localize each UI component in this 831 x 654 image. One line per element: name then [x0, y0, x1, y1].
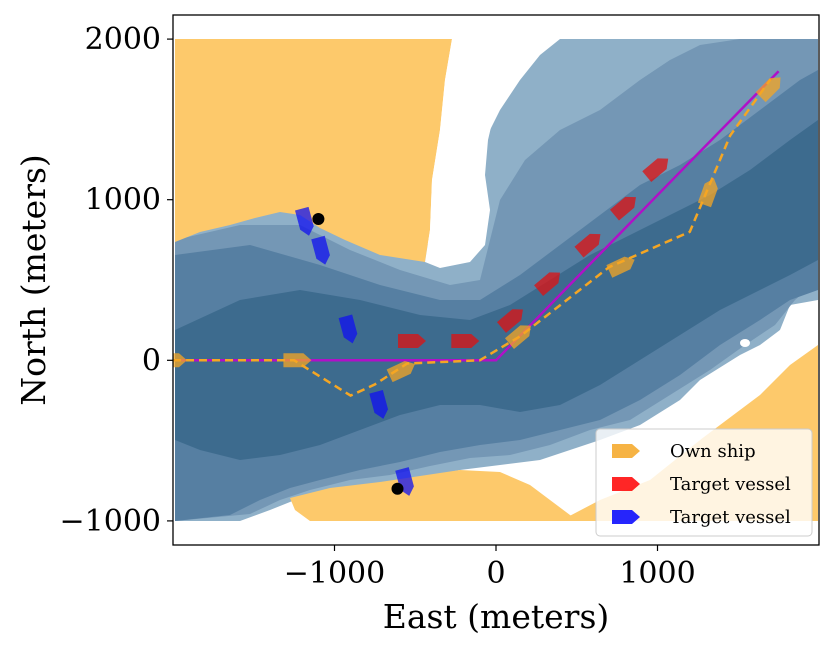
land-white-north [425, 39, 528, 268]
x-axis-label: East (meters) [383, 597, 610, 636]
blue-target-marker-4-shape [395, 467, 414, 496]
legend-entry-0: Own ship [612, 441, 756, 462]
y-tick-label-3: 2000 [85, 22, 161, 57]
own-ship-marker-4-shape [606, 256, 635, 278]
red-target-marker-2-shape [574, 233, 601, 258]
start-point-0 [312, 213, 325, 225]
own-ship-marker-5 [697, 178, 718, 208]
legend-marker-0 [612, 444, 640, 458]
own-ship-marker-1 [283, 353, 312, 368]
land-southwest [290, 470, 580, 521]
axis-ticks: −1000 0 1000 −1000 0 1000 2000 [60, 22, 696, 591]
blue-target-marker-4 [395, 467, 414, 496]
legend-box [595, 428, 813, 537]
red-target-marker-4 [496, 309, 523, 333]
land-northwest [175, 39, 452, 262]
deep-water-channel [175, 120, 818, 460]
blue-target-marker-1 [311, 235, 330, 265]
x-tick-label-1: 0 [486, 556, 505, 591]
red-target-marker-0 [642, 158, 669, 182]
x-tick-label-2: 1000 [619, 556, 695, 591]
own-ship-marker-0-shape [173, 353, 187, 368]
own-ship-marker-6-shape [755, 77, 781, 103]
red-target-marker-5 [451, 334, 480, 348]
red-target-marker-5-shape [451, 334, 480, 348]
red-target-marker-6-shape [398, 334, 426, 348]
legend-label-1: Target vessel [670, 474, 791, 495]
own-ship-trajectory [173, 78, 772, 398]
own-ship-marker-6 [755, 77, 781, 103]
vessel-markers [173, 77, 781, 496]
blue-target-marker-3 [369, 389, 389, 419]
legend-entry-1: Target vessel [612, 474, 791, 495]
start-point-1 [391, 482, 404, 495]
own-ship-marker-2 [386, 361, 415, 383]
own-ship-marker-3-shape [504, 325, 531, 349]
legend-items: Own ship Target vessel Target vessel [612, 441, 791, 528]
small-island [740, 339, 750, 347]
own-ship-marker-4 [606, 256, 635, 278]
own-ship-marker-3 [504, 325, 531, 349]
blue-target-marker-2 [338, 314, 358, 344]
map-area [173, 15, 819, 545]
red-target-marker-4-shape [496, 309, 523, 333]
blue-target-marker-0-shape [295, 206, 314, 236]
red-target-marker-6 [398, 334, 426, 348]
legend-entry-2: Target vessel [612, 507, 791, 528]
red-target-marker-1-shape [609, 196, 636, 221]
blue-target-marker-0 [295, 206, 314, 236]
y-tick-label-1: 0 [142, 343, 161, 378]
blue-target-marker-1-shape [311, 235, 330, 265]
legend-label-0: Own ship [670, 441, 756, 462]
red-target-marker-3-shape [534, 272, 561, 296]
blue-target-marker-3-shape [369, 389, 389, 419]
own-ship-marker-1-shape [283, 353, 312, 368]
red-target-marker-2 [574, 233, 601, 258]
paths-layer [173, 70, 780, 398]
red-target-marker-0-shape [642, 158, 669, 182]
own-ship-marker-5-shape [697, 178, 718, 208]
legend-marker-1 [612, 477, 640, 491]
y-axis-label: North (meters) [14, 154, 53, 406]
own-ship-marker-2-shape [386, 361, 415, 383]
blue-target-marker-2-shape [338, 314, 358, 344]
red-target-marker-3 [534, 272, 561, 296]
y-tick-label-0: −1000 [60, 504, 161, 539]
legend-marker-2 [612, 510, 640, 524]
y-tick-label-2: 1000 [85, 183, 161, 218]
own-ship-marker-0 [173, 353, 187, 368]
legend-label-2: Target vessel [670, 507, 791, 528]
x-tick-label-0: −1000 [284, 556, 385, 591]
legend: Own ship Target vessel Target vessel [595, 428, 813, 537]
red-target-marker-1 [609, 196, 636, 221]
